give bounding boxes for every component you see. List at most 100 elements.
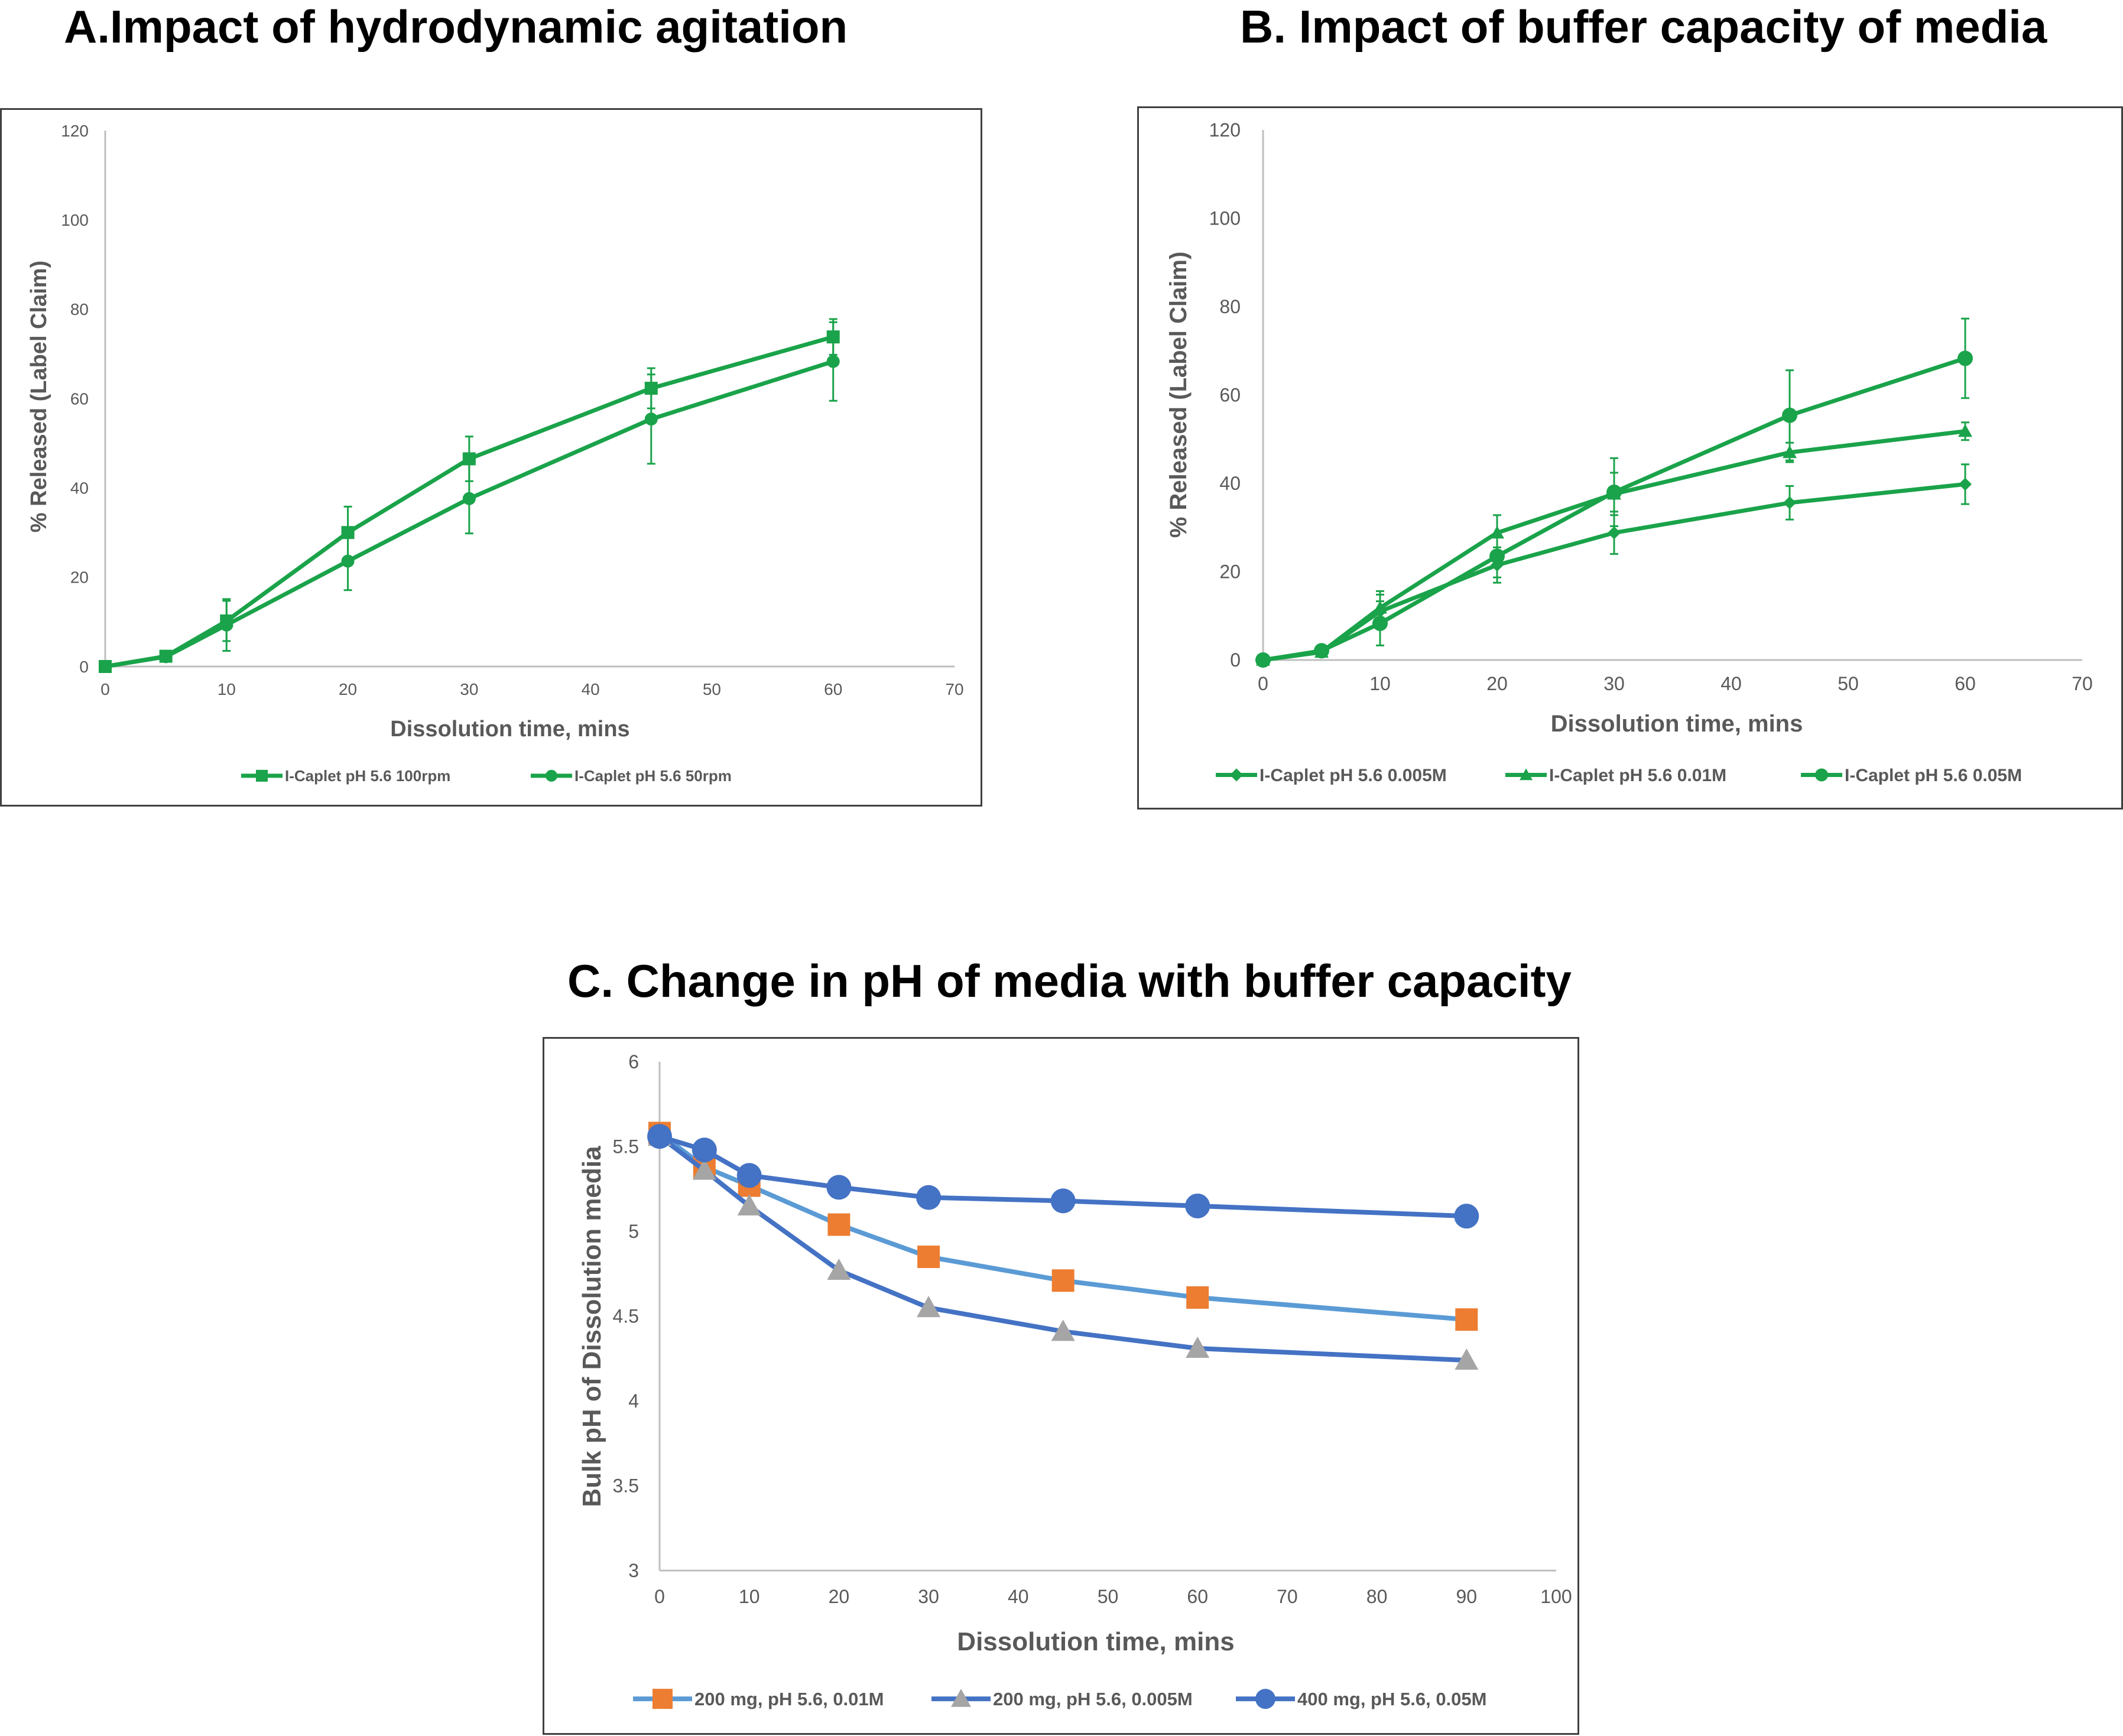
series-group [648,1124,1479,1370]
x-tick-label: 0 [1258,673,1268,694]
data-point [692,1158,716,1180]
data-point [1959,477,1972,491]
legend-label: 200 mg, pH 5.6, 0.01M [694,1689,884,1709]
data-point [1782,407,1797,423]
panel-b-title: B. Impact of buffer capacity of media [1240,1,2047,53]
y-tick-label: 5 [628,1221,639,1242]
x-tick-label: 20 [1486,673,1508,694]
y-tick-label: 120 [61,122,89,140]
data-point [826,1175,852,1200]
series-group [647,1124,1479,1229]
x-tick-label: 80 [1366,1586,1388,1607]
legend-marker [951,1689,971,1707]
y-tick-label: 40 [1219,473,1241,494]
y-tick-label: 4 [628,1390,639,1412]
data-point [917,1296,941,1318]
panel-a-title: A.Impact of hydrodynamic agitation [64,1,848,53]
data-point [647,1124,672,1149]
x-tick-label: 30 [1603,673,1625,694]
legend-label: I-Caplet pH 5.6 50rpm [574,767,732,785]
x-tick-label: 90 [1456,1586,1478,1607]
chart-c-frame: 0 10 20 30 40 50 60 70 80 90 100 3 3.5 4 4.5 5 5.5 6 Disso… [543,1037,1579,1735]
x-tick-label: 20 [339,680,357,698]
y-tick-label: 3 [628,1560,639,1581]
legend-label: 200 mg, pH 5.6, 0.005M [993,1689,1193,1709]
y-tick-label: 0 [79,658,89,676]
y-tick-label: 6 [628,1051,639,1072]
y-axis-label: Bulk pH of Dissolution media [577,1146,606,1507]
x-tick-label: 10 [739,1586,760,1607]
legend-marker [256,769,268,782]
x-tick-label: 60 [1955,673,1976,694]
data-point [1186,1286,1209,1309]
legend-marker [1520,768,1533,781]
data-point [1608,526,1621,539]
legend-label: I-Caplet pH 5.6 0.01M [1549,766,1726,785]
data-point [692,1137,717,1163]
chart-a-frame: 0 10 20 30 40 50 60 70 0 20 40 60 80 100 120 Dissolutio… [0,108,982,807]
y-tick-label: 100 [1209,208,1241,229]
x-tick-label: 40 [582,680,600,698]
x-tick-label: 10 [218,680,236,698]
x-tick-label: 100 [1540,1586,1572,1607]
data-point [462,452,476,466]
x-tick-label: 70 [945,680,963,698]
y-tick-label: 60 [1219,385,1241,406]
y-tick-label: 20 [1219,561,1241,583]
data-point [1606,484,1622,500]
data-point [341,554,355,568]
chart-c: 0 10 20 30 40 50 60 70 80 90 100 3 3.5 4 4.5 5 5.5 6 Disso… [577,1051,1572,1709]
data-point [1255,652,1271,668]
x-tick-label: 60 [1187,1586,1208,1607]
legend-marker [1230,768,1243,782]
y-tick-label: 0 [1230,649,1241,671]
data-point [1051,1319,1075,1341]
data-point [1372,615,1388,631]
series-group [1255,317,1973,668]
data-point [1314,643,1329,659]
legend-label: I-Caplet pH 5.6 0.05M [1845,766,2022,785]
data-point [644,412,658,426]
legend-marker [546,769,557,782]
x-tick-label: 0 [100,680,110,698]
data-point [1051,1269,1075,1292]
data-point [99,660,112,673]
y-tick-label: 80 [70,300,89,318]
data-point [159,650,173,664]
x-tick-label: 60 [824,680,842,698]
x-tick-label: 50 [703,680,721,698]
data-point [1783,496,1796,509]
y-tick-label: 4.5 [613,1306,639,1327]
x-tick-label: 30 [918,1586,939,1607]
chart-b: 0 10 20 30 40 50 60 70 0 20 40 60 80 100 120 Dissolutio… [1166,119,2093,785]
legend-marker [1815,768,1828,782]
x-tick-label: 70 [1277,1586,1298,1607]
data-point [1958,350,1973,366]
data-point [1186,1337,1210,1358]
data-point [1454,1204,1479,1229]
data-point [1455,1308,1478,1331]
x-tick-label: 40 [1008,1586,1029,1607]
data-point [916,1185,942,1210]
x-tick-label: 50 [1098,1586,1119,1607]
x-tick-label: 40 [1721,673,1742,694]
x-tick-label: 20 [829,1586,850,1607]
x-axis-label: Dissolution time, mins [957,1627,1234,1656]
data-point [1958,424,1972,437]
y-tick-label: 120 [1209,119,1241,141]
data-point [826,355,840,368]
series-group [648,1121,1478,1331]
x-axis-label: Dissolution time, mins [1551,711,1803,737]
y-axis-label: % Released (Label Claim) [27,261,51,532]
series-group [99,321,840,673]
data-point [1489,548,1505,564]
x-tick-label: 50 [1838,673,1859,694]
legend-marker [1255,1689,1275,1709]
chart-a: 0 10 20 30 40 50 60 70 0 20 40 60 80 100 120 Dissolutio… [27,122,964,785]
legend-label: I-Caplet pH 5.6 100rpm [285,767,450,785]
y-axis-label: % Released (Label Claim) [1166,252,1192,538]
data-point [917,1246,940,1269]
x-tick-label: 30 [460,680,478,698]
x-tick-label: 0 [654,1586,665,1607]
y-tick-label: 40 [70,479,89,497]
